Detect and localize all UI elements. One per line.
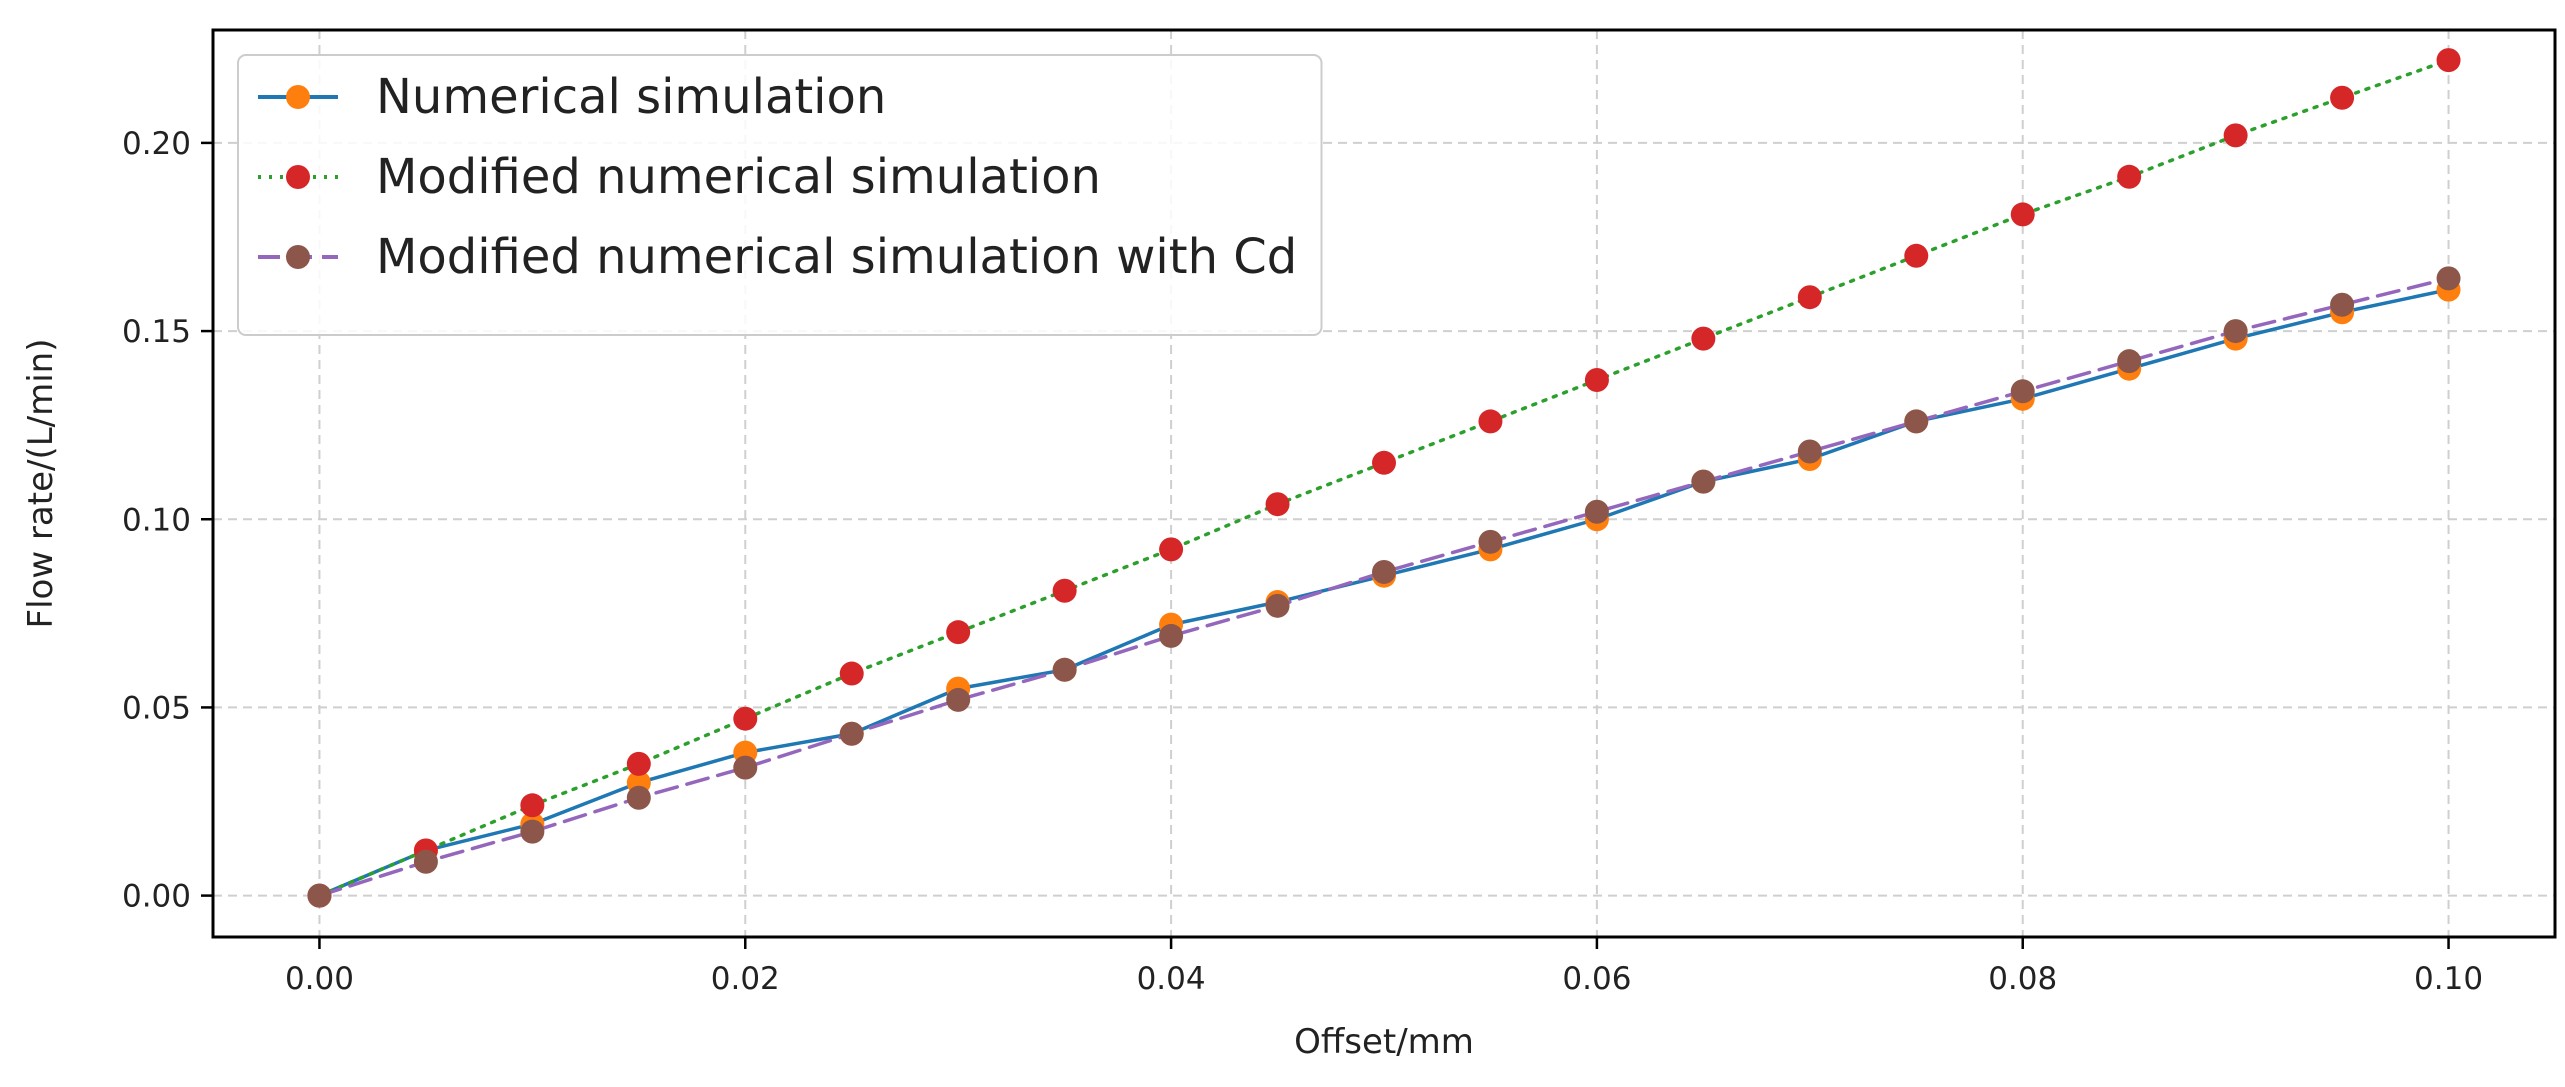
series-layer [307, 48, 2461, 908]
series-3-point [2117, 349, 2142, 374]
series-3-point [1372, 559, 1396, 584]
series-2-point [2223, 123, 2248, 148]
series-3-point [1691, 469, 1716, 494]
series-2-point [2117, 164, 2142, 189]
legend-marker-swatch [286, 85, 310, 109]
series-2-point [1478, 409, 1503, 434]
legend-marker-swatch [286, 165, 310, 189]
series-3-point [626, 785, 651, 810]
series-2-point [2330, 85, 2355, 110]
legend-marker-swatch [286, 245, 310, 269]
series-2-point [1584, 368, 1609, 393]
series-3-point [1052, 657, 1077, 682]
series-2-point [1691, 326, 1716, 351]
series-3 [307, 266, 2461, 908]
series-3-point [1904, 409, 1929, 434]
legend-entry: Modified numerical simulation with Cd [258, 229, 1297, 285]
series-3-point [520, 819, 545, 844]
series-2-point [1265, 492, 1290, 517]
series-3-point [1159, 623, 1184, 648]
legend-label: Modified numerical simulation [376, 149, 1101, 205]
series-2-point [1159, 537, 1184, 562]
x-axis-title: Offset/mm [1294, 1022, 1474, 1062]
legend-label: Numerical simulation [376, 69, 886, 125]
series-3-point [1265, 593, 1290, 618]
series-2-point [520, 793, 545, 818]
legend-entry: Modified numerical simulation [258, 149, 1101, 205]
series-3-point [1584, 499, 1609, 524]
series-3-point [733, 755, 758, 780]
y-tick-label: 0.05 [122, 690, 191, 726]
series-3-point [1478, 529, 1503, 554]
series-2-point [946, 620, 971, 645]
y-tick-label: 0.15 [122, 314, 191, 350]
series-3-point [946, 687, 971, 712]
series-2-point [1372, 450, 1396, 475]
series-2-point [839, 661, 864, 686]
series-2-point [1052, 578, 1077, 603]
series-2-point [1904, 243, 1929, 268]
series-2-point [2010, 202, 2035, 227]
series-2-point [626, 751, 651, 776]
x-tick-label: 0.06 [1562, 961, 1631, 997]
series-3-point [2436, 266, 2461, 291]
series-3-line [317, 276, 2451, 898]
series-2-point [2436, 48, 2461, 73]
series-3-point [2330, 292, 2355, 317]
x-tick-label: 0.08 [1988, 961, 2057, 997]
y-axis-title: Flow rate/(L/min) [21, 339, 61, 629]
x-tick-label: 0.04 [1137, 961, 1206, 997]
series-3-point [2223, 319, 2248, 344]
legend: Numerical simulation Modified numerical s… [237, 54, 1323, 336]
series-3-point [307, 883, 332, 908]
x-tick-label: 0.02 [711, 961, 780, 997]
series-3-point [839, 721, 864, 746]
y-tick-label: 0.00 [122, 879, 191, 915]
legend-entry: Numerical simulation [258, 69, 886, 125]
series-2-point [1797, 285, 1822, 310]
series-3-point [2010, 379, 2035, 404]
y-tick-label: 0.10 [122, 502, 191, 538]
legend-label: Modified numerical simulation with Cd [376, 229, 1297, 285]
y-tick-label: 0.20 [122, 126, 191, 162]
plot-frame [211, 28, 2557, 939]
axis-ticks: 0.00 0.02 0.04 0.06 0.08 0.10 0.00 0.05 0.10 0.15… [122, 126, 2483, 997]
series-3-point [413, 849, 438, 874]
x-tick-label: 0.10 [2414, 961, 2483, 997]
series-2-point [733, 706, 758, 731]
series-2-line [317, 58, 2451, 898]
series-3-point [1797, 439, 1822, 464]
x-tick-label: 0.00 [285, 961, 354, 997]
legend-box [237, 54, 1323, 336]
